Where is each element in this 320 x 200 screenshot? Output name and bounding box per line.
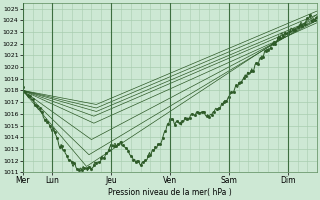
X-axis label: Pression niveau de la mer( hPa ): Pression niveau de la mer( hPa ) bbox=[108, 188, 232, 197]
